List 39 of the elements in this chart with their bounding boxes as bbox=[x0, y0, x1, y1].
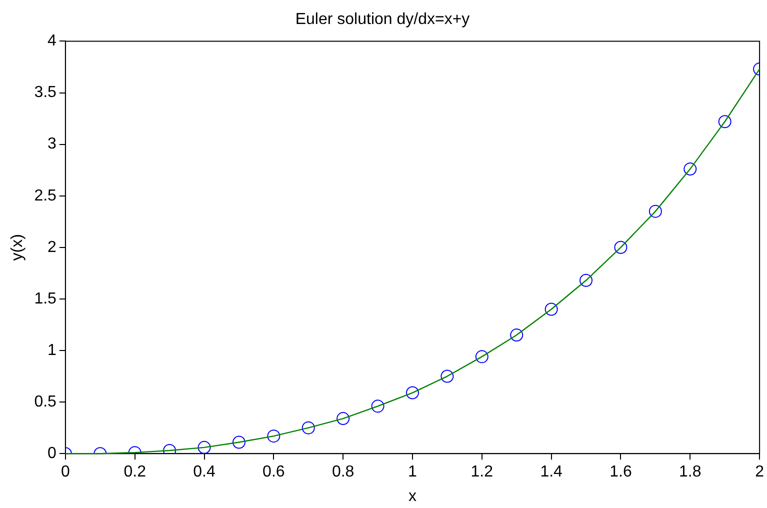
y-tick-label: 4 bbox=[48, 32, 57, 50]
y-tick-label: 0.5 bbox=[34, 393, 57, 410]
y-tick-label: 0 bbox=[48, 445, 57, 462]
y-tick-label: 2.5 bbox=[34, 187, 57, 204]
x-tick-label: 0.6 bbox=[262, 464, 285, 481]
point bbox=[510, 328, 524, 342]
point bbox=[614, 240, 628, 254]
point bbox=[371, 400, 384, 413]
y-axis-title: y(x) bbox=[9, 234, 26, 261]
x-tick-label: 0 bbox=[60, 464, 70, 481]
point bbox=[648, 204, 662, 218]
x-tick-label: 1.4 bbox=[540, 464, 563, 481]
y-tick-label: 3.5 bbox=[34, 84, 57, 102]
y-tick-label: 3 bbox=[48, 136, 57, 153]
x-tick-label: 1.2 bbox=[470, 464, 494, 481]
point bbox=[232, 436, 246, 449]
x-tick-label: 2 bbox=[755, 464, 764, 481]
point bbox=[718, 115, 732, 128]
x-tick-label: 0.2 bbox=[124, 464, 146, 481]
y-tick-label: 2 bbox=[48, 238, 57, 256]
point bbox=[336, 412, 350, 426]
point bbox=[580, 274, 593, 287]
x-tick-label: 0.8 bbox=[332, 464, 354, 481]
point bbox=[475, 350, 488, 364]
point bbox=[267, 430, 280, 443]
x-tick-label: 0.4 bbox=[193, 464, 216, 481]
point bbox=[684, 162, 697, 176]
point bbox=[198, 440, 211, 454]
x-tick-label: 1 bbox=[408, 464, 418, 481]
chart-title: Euler solution dy/dx=x+y bbox=[295, 11, 470, 28]
y-tick-label: 1 bbox=[48, 342, 57, 359]
point bbox=[440, 370, 454, 383]
x-tick-label: 1.8 bbox=[679, 464, 702, 481]
point bbox=[302, 421, 315, 434]
x-tick-label: 1.6 bbox=[610, 464, 632, 481]
point bbox=[406, 386, 419, 400]
x-axis-title: x bbox=[408, 488, 416, 505]
point bbox=[544, 302, 558, 316]
y-tick-label: 1.5 bbox=[34, 290, 57, 308]
